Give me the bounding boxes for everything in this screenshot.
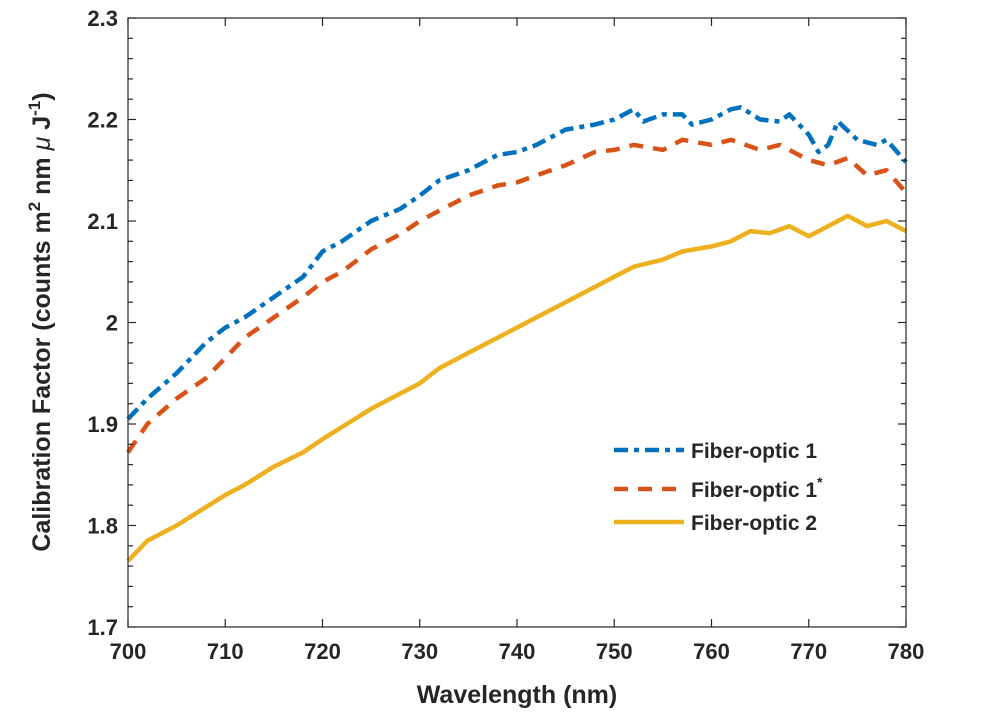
legend-item-3: Fiber-optic 2 — [614, 512, 817, 535]
y-tick-label: 1.9 — [87, 412, 118, 437]
x-axis-label: Wavelength (nm) — [417, 681, 617, 709]
legend-label: Fiber-optic 2 — [691, 512, 817, 535]
y-axis-label: Calibration Factor (counts m2 nm μ J-1) — [25, 92, 56, 551]
x-tick-label: 700 — [110, 639, 147, 664]
x-tick-label: 720 — [304, 639, 341, 664]
x-tick-label: 750 — [596, 639, 633, 664]
legend-label: Fiber-optic 1 — [691, 440, 817, 463]
plot-lines — [126, 105, 908, 563]
x-tick-label: 740 — [499, 639, 536, 664]
series-line-2 — [126, 137, 908, 454]
y-tick-label: 2.1 — [87, 209, 118, 234]
x-tick-label: 730 — [401, 639, 438, 664]
legend-item-1: Fiber-optic 1 — [614, 440, 817, 463]
y-tick-label: 2 — [106, 311, 118, 336]
legend: Fiber-optic 1 Fiber-optic 1* Fiber-optic 2 — [614, 440, 823, 535]
x-tick-label: 770 — [790, 639, 827, 664]
y-tick-label: 1.8 — [87, 514, 118, 539]
ticks — [127, 17, 907, 628]
axes-box — [127, 17, 907, 628]
legend-item-2: Fiber-optic 1* — [614, 474, 823, 502]
y-tick-label: 2.2 — [87, 108, 118, 133]
series-line-3 — [126, 213, 908, 563]
y-tick-label: 2.3 — [87, 6, 118, 31]
legend-label: Fiber-optic 1* — [691, 474, 823, 502]
x-tick-label: 780 — [888, 639, 925, 664]
y-tick-label: 1.7 — [87, 615, 118, 640]
tick-labels: 700 710 720 730 740 750 760 770 780 1.7 1.8 1.9 2 2.1… — [87, 6, 924, 664]
x-tick-label: 760 — [693, 639, 730, 664]
series-line-1 — [126, 105, 908, 421]
x-tick-label: 710 — [207, 639, 244, 664]
